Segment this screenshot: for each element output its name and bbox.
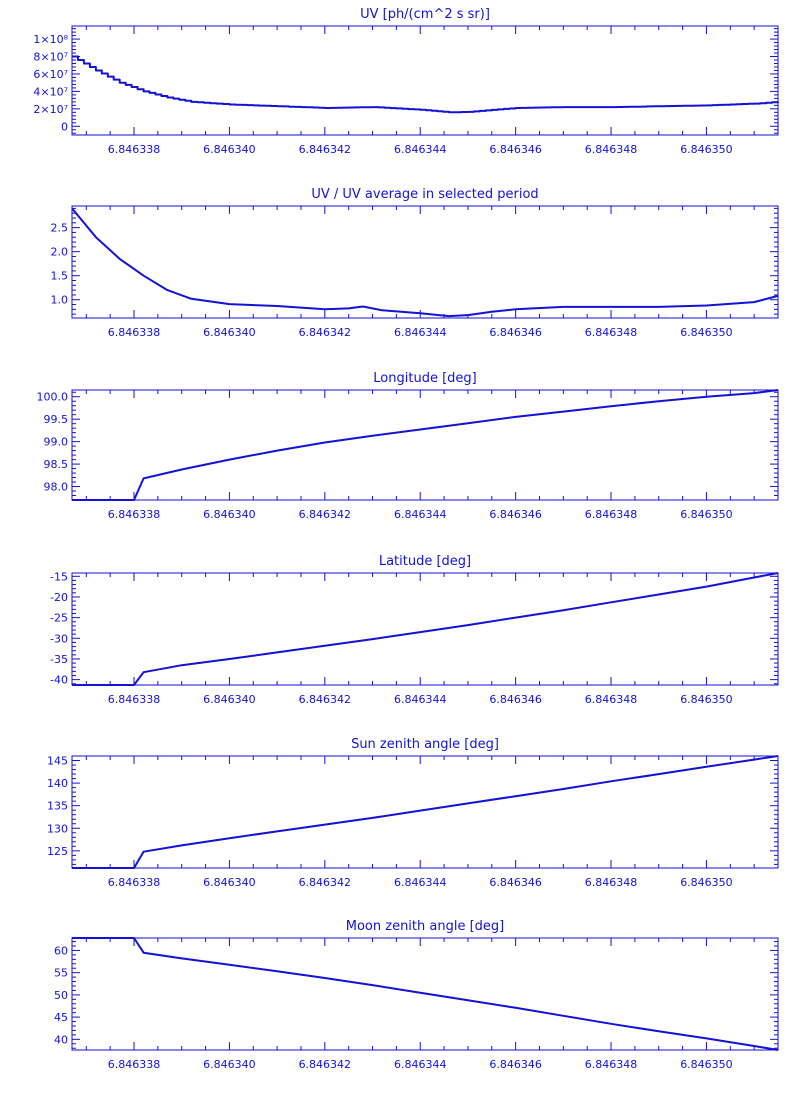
x-tick-label: 6.846350 xyxy=(680,326,733,339)
y-tick-label: 100.0 xyxy=(37,391,69,404)
x-tick-label: 6.846344 xyxy=(394,1058,447,1071)
x-tick-label: 6.846350 xyxy=(680,508,733,521)
x-tick-label: 6.846342 xyxy=(299,508,352,521)
x-tick-label: 6.846344 xyxy=(394,143,447,156)
chart-panel-2: UV / UV average in selected period 6.8463… xyxy=(51,187,779,339)
y-tick-label: 135 xyxy=(47,800,68,813)
x-tick-label: 6.846340 xyxy=(203,508,256,521)
y-tick-label: 99.0 xyxy=(44,436,69,449)
chart-panel-4: Latitude [deg] 6.846338 6.846340 6.846342 6.… xyxy=(50,554,779,706)
chart-title: Latitude [deg] xyxy=(379,554,471,569)
x-tick-label: 6.846348 xyxy=(585,508,638,521)
x-tick-label: 6.846346 xyxy=(489,876,542,889)
x-tick-label: 6.846340 xyxy=(203,143,256,156)
x-tick-label: 6.846344 xyxy=(394,508,447,521)
plot-frame xyxy=(71,755,779,869)
plot-frame xyxy=(71,205,779,319)
x-tick-label: 6.846344 xyxy=(394,693,447,706)
y-tick-label: 6×10⁷ xyxy=(33,68,68,81)
x-tick-label: 6.846346 xyxy=(489,508,542,521)
x-tick-label: 6.846338 xyxy=(108,876,161,889)
x-tick-label: 6.846346 xyxy=(489,326,542,339)
y-tick-label: 130 xyxy=(47,822,68,835)
y-tick-label: -25 xyxy=(50,612,68,625)
chart-title: Moon zenith angle [deg] xyxy=(346,919,504,934)
series-line xyxy=(72,389,779,501)
x-tick-label: 6.846348 xyxy=(585,693,638,706)
chart-panel-3: Longitude [deg] 6.846338 6.846340 6.846342 6… xyxy=(37,371,779,521)
chart-panel-5: Sun zenith angle [deg] 6.846338 6.846340 6.… xyxy=(47,737,779,889)
x-tick-label: 6.846342 xyxy=(299,876,352,889)
y-tick-label: 140 xyxy=(47,777,68,790)
plot-frame xyxy=(71,25,779,136)
series-line xyxy=(72,55,779,114)
x-tick-label: 6.846340 xyxy=(203,876,256,889)
series-line xyxy=(71,207,779,318)
plot-frame xyxy=(71,937,779,1051)
chart-title: UV / UV average in selected period xyxy=(311,187,538,202)
series-line xyxy=(72,937,779,1051)
series-line xyxy=(72,572,779,686)
y-tick-label: 2×10⁷ xyxy=(33,103,68,116)
y-tick-label: 40 xyxy=(54,1033,68,1046)
x-tick-label: 6.846348 xyxy=(585,143,638,156)
x-tick-label: 6.846338 xyxy=(108,326,161,339)
series-line xyxy=(72,755,779,869)
y-tick-label: 125 xyxy=(47,845,68,858)
y-tick-label: 1×10⁸ xyxy=(33,33,68,46)
x-tick-label: 6.846342 xyxy=(299,326,352,339)
y-tick-label: 50 xyxy=(54,989,68,1002)
y-tick-label: 2.0 xyxy=(51,246,69,259)
x-tick-label: 6.846338 xyxy=(108,143,161,156)
x-tick-label: 6.846348 xyxy=(585,326,638,339)
y-tick-label: 2.5 xyxy=(51,222,69,235)
y-tick-label: 0 xyxy=(61,120,68,133)
x-tick-label: 6.846340 xyxy=(203,693,256,706)
y-tick-label: -15 xyxy=(50,570,68,583)
y-tick-label: 45 xyxy=(54,1011,68,1024)
x-tick-label: 6.846348 xyxy=(585,1058,638,1071)
y-tick-label: -20 xyxy=(50,591,68,604)
x-tick-label: 6.846342 xyxy=(299,143,352,156)
y-tick-label: 1.5 xyxy=(51,270,69,283)
chart-title: Sun zenith angle [deg] xyxy=(351,737,499,752)
y-tick-label: -30 xyxy=(50,632,68,645)
x-tick-label: 6.846350 xyxy=(680,1058,733,1071)
x-tick-label: 6.846346 xyxy=(489,693,542,706)
x-tick-label: 6.846348 xyxy=(585,876,638,889)
x-tick-label: 6.846350 xyxy=(680,143,733,156)
y-tick-label: 98.5 xyxy=(44,458,69,471)
x-tick-label: 6.846342 xyxy=(299,693,352,706)
x-tick-label: 6.846344 xyxy=(394,326,447,339)
chart-title: Longitude [deg] xyxy=(373,371,476,386)
x-tick-label: 6.846338 xyxy=(108,1058,161,1071)
y-tick-label: 1.0 xyxy=(51,294,69,307)
x-tick-label: 6.846350 xyxy=(680,693,733,706)
y-tick-label: -40 xyxy=(50,674,68,687)
x-tick-label: 6.846338 xyxy=(108,508,161,521)
x-tick-label: 6.846340 xyxy=(203,1058,256,1071)
plot-frame xyxy=(71,389,779,501)
x-tick-label: 6.846338 xyxy=(108,693,161,706)
chart-panel-1: UV [ph/(cm^2 s sr)] 6.846338 6.846340 6.846… xyxy=(33,7,779,156)
plot-frame xyxy=(71,572,779,686)
y-tick-label: 99.5 xyxy=(44,413,69,426)
chart-title: UV [ph/(cm^2 s sr)] xyxy=(360,7,490,22)
x-tick-label: 6.846350 xyxy=(680,876,733,889)
x-tick-label: 6.846344 xyxy=(394,876,447,889)
x-tick-label: 6.846340 xyxy=(203,326,256,339)
x-tick-label: 6.846342 xyxy=(299,1058,352,1071)
y-tick-label: 145 xyxy=(47,755,68,768)
y-tick-label: 4×10⁷ xyxy=(33,85,68,98)
x-tick-label: 6.846346 xyxy=(489,143,542,156)
y-tick-label: 55 xyxy=(54,967,68,980)
y-tick-label: -35 xyxy=(50,653,68,666)
y-tick-label: 8×10⁷ xyxy=(33,51,68,64)
chart-panel-6: Moon zenith angle [deg] 6.846338 6.846340 6… xyxy=(54,919,779,1071)
y-tick-label: 60 xyxy=(54,944,68,957)
x-tick-label: 6.846346 xyxy=(489,1058,542,1071)
y-tick-label: 98.0 xyxy=(44,481,69,494)
